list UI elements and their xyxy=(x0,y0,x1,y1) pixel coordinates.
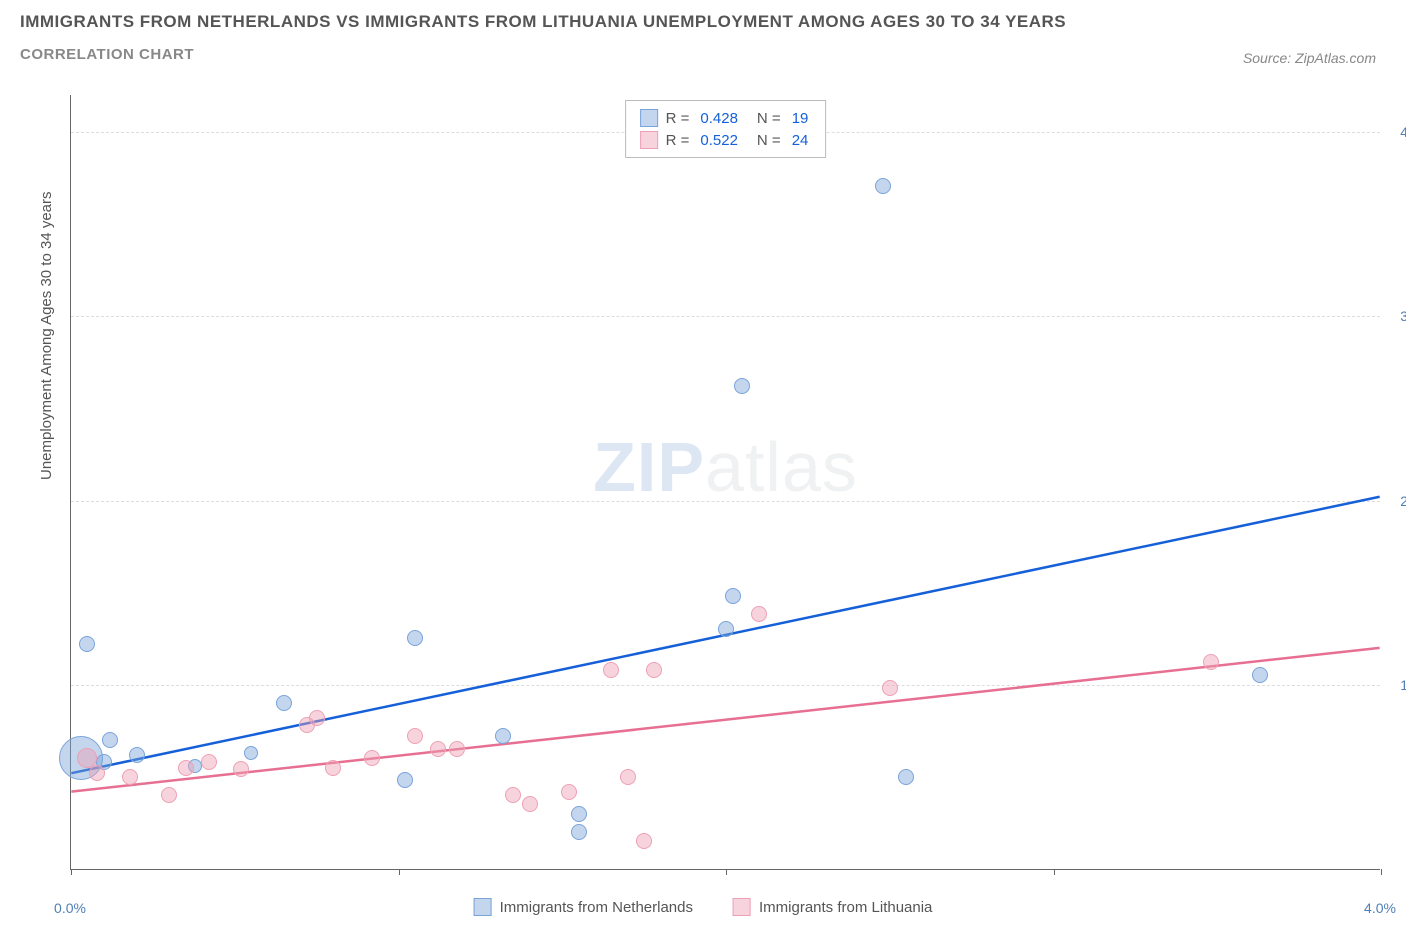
series-legend-netherlands: Immigrants from Netherlands xyxy=(474,898,693,916)
point-lithuania xyxy=(325,760,341,776)
point-lithuania xyxy=(430,741,446,757)
point-lithuania xyxy=(603,662,619,678)
point-netherlands xyxy=(244,746,258,760)
chart-subtitle: CORRELATION CHART xyxy=(20,46,1386,63)
point-netherlands xyxy=(718,621,734,637)
point-netherlands xyxy=(571,806,587,822)
x-tick xyxy=(726,869,727,875)
point-lithuania xyxy=(449,741,465,757)
point-lithuania xyxy=(751,606,767,622)
y-tick-label: 30.0% xyxy=(1385,308,1406,324)
legend-r-label: R = xyxy=(666,110,690,127)
point-netherlands xyxy=(1252,667,1268,683)
series-legend: Immigrants from Netherlands Immigrants f… xyxy=(474,898,933,916)
point-lithuania xyxy=(636,833,652,849)
point-netherlands xyxy=(875,178,891,194)
legend-n-value-lithuania: 24 xyxy=(792,132,809,149)
y-tick-label: 10.0% xyxy=(1385,677,1406,693)
series-name-lithuania: Immigrants from Lithuania xyxy=(759,899,932,916)
point-lithuania xyxy=(364,750,380,766)
point-lithuania xyxy=(882,680,898,696)
x-tick xyxy=(1054,869,1055,875)
point-lithuania xyxy=(309,710,325,726)
point-netherlands xyxy=(407,630,423,646)
point-netherlands xyxy=(276,695,292,711)
watermark: ZIPatlas xyxy=(593,427,858,507)
x-tick xyxy=(399,869,400,875)
x-tick-label: 4.0% xyxy=(1364,900,1396,916)
point-lithuania xyxy=(1203,654,1219,670)
chart-area: ZIPatlas R = 0.428 N = 19 R = 0.522 N = … xyxy=(70,95,1380,870)
gridline xyxy=(71,316,1380,317)
legend-swatch-lithuania xyxy=(640,131,658,149)
legend-n-label: N = xyxy=(757,132,781,149)
legend-r-label: R = xyxy=(666,132,690,149)
point-netherlands xyxy=(79,636,95,652)
point-netherlands xyxy=(571,824,587,840)
point-lithuania xyxy=(561,784,577,800)
point-lithuania xyxy=(161,787,177,803)
point-lithuania xyxy=(233,761,249,777)
point-netherlands xyxy=(725,588,741,604)
x-tick-label: 0.0% xyxy=(54,900,86,916)
x-tick xyxy=(1381,869,1382,875)
point-lithuania xyxy=(505,787,521,803)
point-lithuania xyxy=(178,760,194,776)
legend-r-value-netherlands: 0.428 xyxy=(700,110,738,127)
y-tick-label: 40.0% xyxy=(1385,124,1406,140)
correlation-legend: R = 0.428 N = 19 R = 0.522 N = 24 xyxy=(625,100,827,158)
point-lithuania xyxy=(407,728,423,744)
point-lithuania xyxy=(620,769,636,785)
point-lithuania xyxy=(122,769,138,785)
y-tick-label: 20.0% xyxy=(1385,493,1406,509)
legend-row-netherlands: R = 0.428 N = 19 xyxy=(640,107,812,129)
legend-n-label: N = xyxy=(757,110,781,127)
point-netherlands xyxy=(734,378,750,394)
series-name-netherlands: Immigrants from Netherlands xyxy=(500,899,693,916)
series-swatch-netherlands xyxy=(474,898,492,916)
point-lithuania xyxy=(646,662,662,678)
legend-row-lithuania: R = 0.522 N = 24 xyxy=(640,129,812,151)
point-lithuania xyxy=(522,796,538,812)
legend-r-value-lithuania: 0.522 xyxy=(700,132,738,149)
legend-n-value-netherlands: 19 xyxy=(792,110,809,127)
point-lithuania xyxy=(201,754,217,770)
series-swatch-lithuania xyxy=(733,898,751,916)
point-netherlands xyxy=(102,732,118,748)
trendline xyxy=(71,648,1379,792)
legend-swatch-netherlands xyxy=(640,109,658,127)
x-tick xyxy=(71,869,72,875)
point-netherlands xyxy=(397,772,413,788)
point-netherlands xyxy=(129,747,145,763)
chart-title: IMMIGRANTS FROM NETHERLANDS VS IMMIGRANT… xyxy=(20,12,1386,32)
y-axis-title: Unemployment Among Ages 30 to 34 years xyxy=(38,191,55,480)
gridline xyxy=(71,685,1380,686)
source-label: Source: ZipAtlas.com xyxy=(1243,50,1376,66)
point-netherlands xyxy=(898,769,914,785)
point-netherlands xyxy=(495,728,511,744)
point-lithuania xyxy=(89,765,105,781)
series-legend-lithuania: Immigrants from Lithuania xyxy=(733,898,932,916)
